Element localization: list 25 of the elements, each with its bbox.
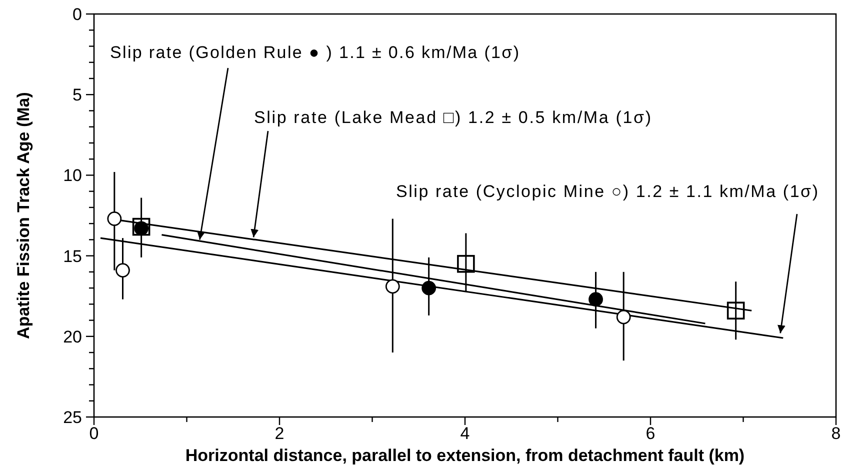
point: [422, 280, 436, 296]
y-tick-label: 15: [63, 246, 82, 266]
point: [457, 254, 475, 273]
point: [107, 212, 122, 226]
x-axis-title: Horizontal distance, parallel to extension, from detachment fault (km): [185, 446, 745, 465]
y-tick-label: 25: [63, 408, 82, 427]
point: [385, 279, 400, 294]
x-tick-label: 4: [460, 424, 470, 443]
x-tick-label: 2: [274, 424, 284, 443]
point: [116, 263, 130, 278]
point: [726, 302, 745, 320]
point: [588, 292, 603, 307]
x-tick-label: 8: [831, 424, 841, 443]
y-tick-label: 20: [63, 327, 82, 346]
y-axis-title: Apatite Fission Track Age (Ma): [14, 92, 33, 339]
annotation: Slip rate (Golden Rule ● ) 1.1 ± 0.6 km/Ma (1σ): [110, 43, 519, 62]
y-tick-label: 0: [72, 5, 82, 24]
annotation: Slip rate (Lake Mead □) 1.2 ± 0.5 km/Ma (1σ): [254, 108, 651, 127]
point: [132, 218, 150, 236]
y-tick-label: 10: [63, 166, 82, 186]
annotation: Slip rate (Cyclopic Mine ○) 1.2 ± 1.1 km/Ma (1σ): [396, 182, 818, 201]
point: [616, 310, 631, 324]
x-tick-label: 0: [89, 424, 99, 443]
x-tick-label: 6: [646, 424, 656, 443]
y-tick-label: 5: [72, 86, 82, 105]
